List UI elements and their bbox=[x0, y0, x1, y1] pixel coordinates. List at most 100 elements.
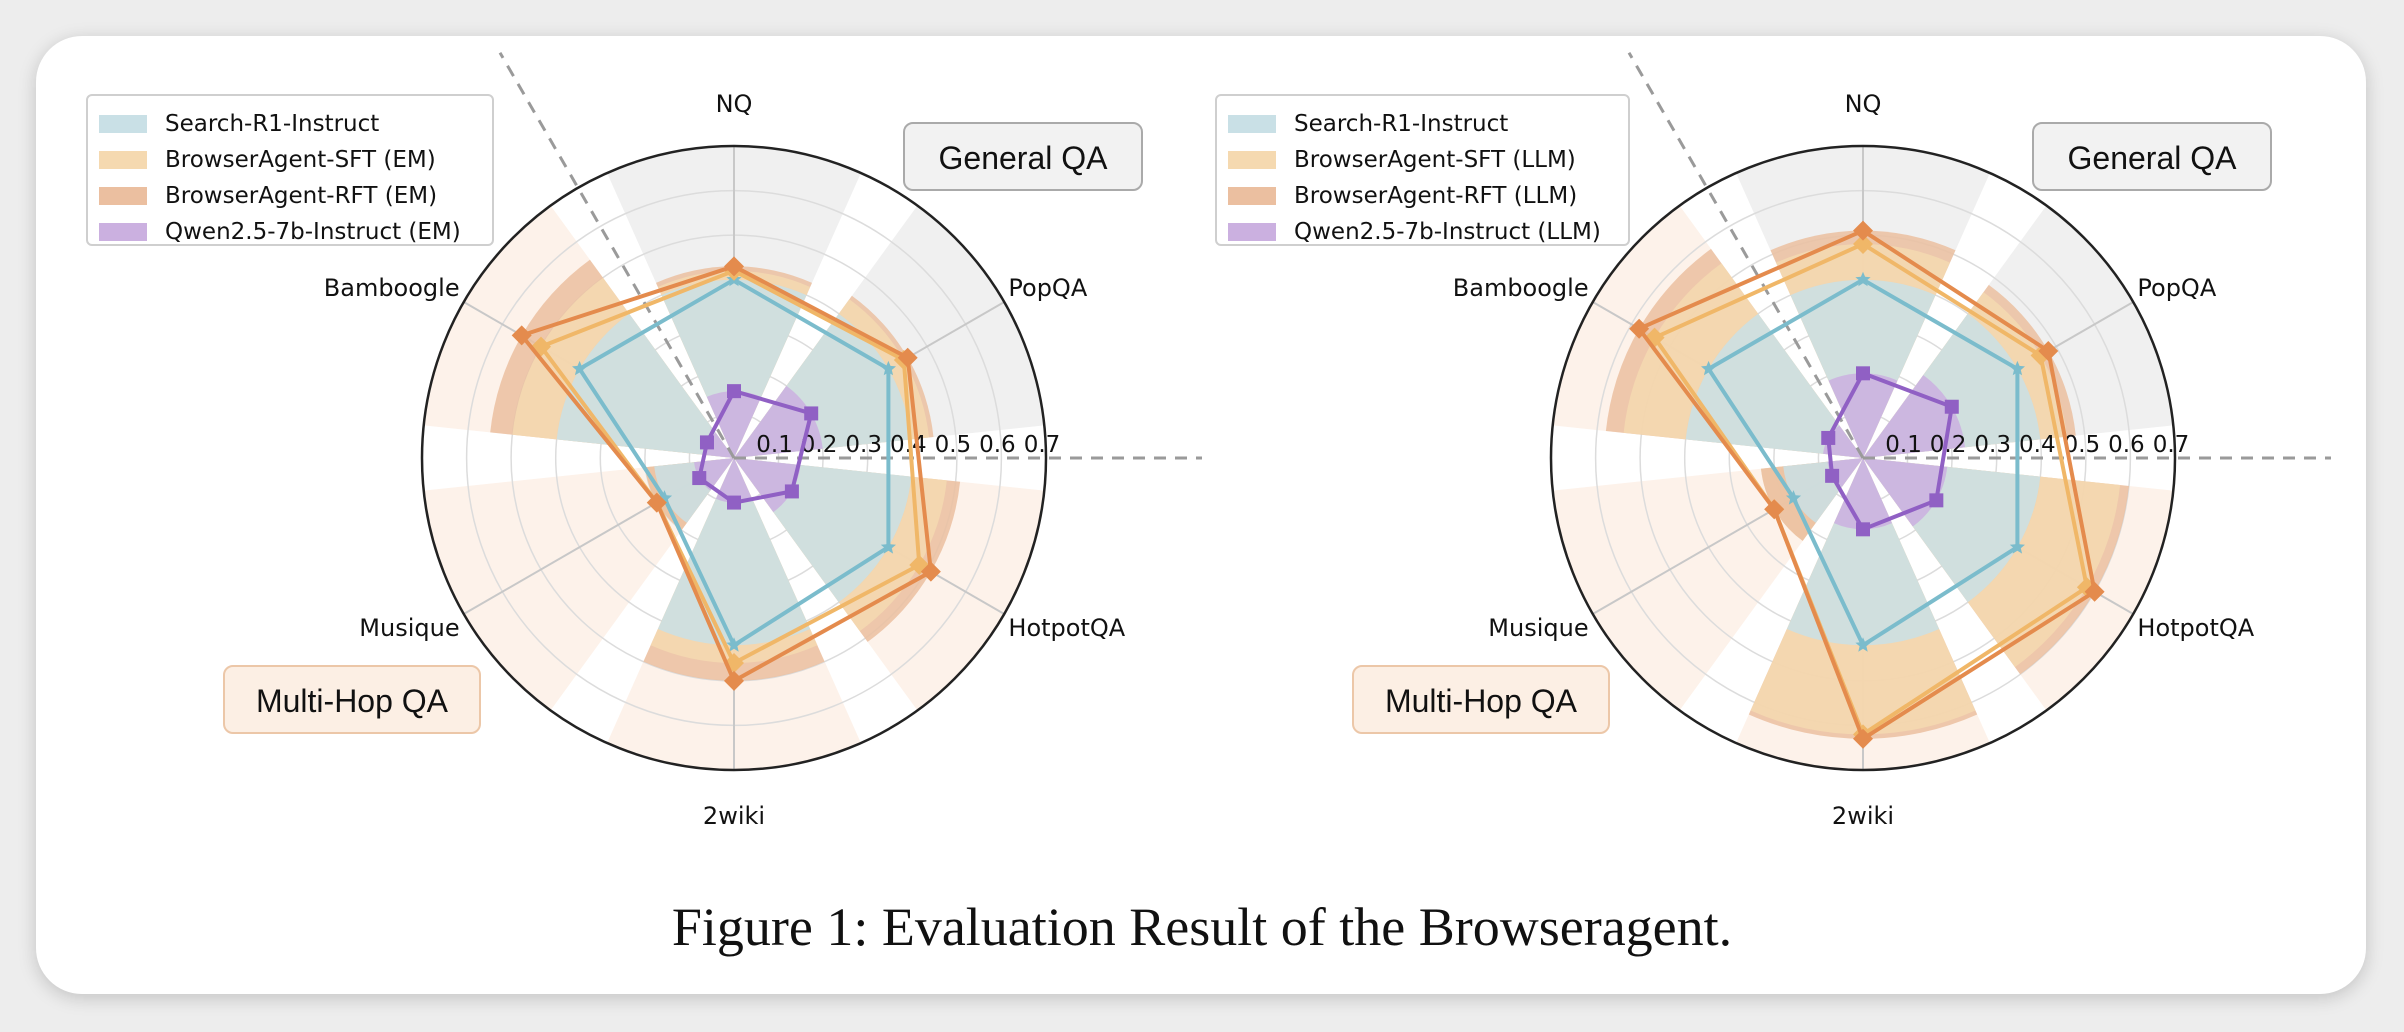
point-browseragent-rft-em-popqa bbox=[897, 347, 918, 368]
series-browseragent-rft-llm bbox=[1629, 220, 2105, 749]
legend-swatch-browseragent-rft-llm bbox=[1228, 187, 1276, 205]
point-qwen2-5-7b-instruct-em-2wiki bbox=[727, 495, 741, 510]
multi-hop-qa-box-frame bbox=[223, 665, 481, 734]
point-search-r1-instruct-bamboogle bbox=[1701, 360, 1717, 376]
group-labels: General QA Multi-Hop QA bbox=[1352, 122, 2272, 734]
point-search-r1-instruct-2wiki bbox=[1855, 637, 1871, 652]
general-qa-box-frame bbox=[903, 122, 1143, 191]
legend-frame bbox=[86, 94, 494, 246]
category-wedge-musique bbox=[423, 458, 734, 711]
general-qa-label: General QA bbox=[2068, 140, 2238, 176]
point-browseragent-rft-llm-popqa bbox=[2038, 341, 2059, 362]
legend: Search-R1-Instruct BrowserAgent-SFT (EM) B… bbox=[86, 94, 494, 246]
bar-qwen2-5-7b-instruct-llm-nq bbox=[1828, 373, 1898, 458]
legend: Search-R1-Instruct BrowserAgent-SFT (LLM)… bbox=[1215, 94, 1630, 246]
point-qwen2-5-7b-instruct-llm-bamboogle bbox=[1821, 430, 1836, 445]
axis-label-hotpotqa: HotpotQA bbox=[1008, 614, 1125, 642]
series-lines bbox=[511, 256, 941, 691]
point-browseragent-rft-em-musique bbox=[646, 492, 667, 513]
legend-label-browseragent-rft-llm: BrowserAgent-RFT (LLM) bbox=[1294, 183, 1577, 209]
multi-hop-qa-box-frame bbox=[1352, 665, 1610, 734]
bar-qwen2-5-7b-instruct-em-popqa bbox=[734, 385, 823, 458]
bar-qwen2-5-7b-instruct-llm-2wiki bbox=[1834, 458, 1892, 530]
radar-chart-em: 0.1 0.2 0.3 0.4 0.5 0.6 0.7NQPopQAHotpotQA2wik… bbox=[86, 51, 1202, 830]
radial-tick-label: 0.7 bbox=[1024, 432, 1061, 458]
point-qwen2-5-7b-instruct-em-musique bbox=[692, 471, 707, 486]
legend-swatch-browseragent-sft-llm bbox=[1228, 151, 1276, 169]
point-qwen2-5-7b-instruct-em-popqa bbox=[804, 406, 819, 421]
axis-labels: NQ PopQA HotpotQA 2wiki Musique Bamboogle bbox=[324, 90, 1126, 830]
point-search-r1-instruct-nq bbox=[1855, 271, 1871, 287]
point-qwen2-5-7b-instruct-llm-2wiki bbox=[1856, 522, 1870, 537]
legend-swatch-browseragent-rft-em bbox=[99, 187, 147, 205]
axis-label-bamboogle: Bamboogle bbox=[1453, 274, 1589, 302]
legend-swatch-browseragent-sft-em bbox=[99, 151, 147, 169]
point-browseragent-rft-em-nq bbox=[724, 256, 744, 277]
axis-label-musique: Musique bbox=[359, 614, 459, 642]
radial-tick-label: 0.3 bbox=[1974, 432, 2011, 458]
radial-tick-label: 0.1 bbox=[1885, 432, 1922, 458]
legend-swatch-qwen2-5-7b-instruct-llm bbox=[1228, 223, 1276, 241]
point-qwen2-5-7b-instruct-em-bamboogle bbox=[699, 435, 714, 450]
bar-search-r1-instruct-bamboogle bbox=[556, 313, 734, 458]
point-search-r1-instruct-musique bbox=[1785, 490, 1802, 505]
outer-circle bbox=[1549, 144, 2177, 772]
general-qa-box: General QA bbox=[2032, 122, 2272, 191]
multi-hop-qa-box: Multi-Hop QA bbox=[1352, 665, 1610, 734]
radial-tick-label: 0.3 bbox=[845, 432, 882, 458]
radial-tick-label: 0.6 bbox=[979, 432, 1016, 458]
point-browseragent-rft-em-hotpotqa bbox=[920, 561, 941, 582]
axis-label-bamboogle: Bamboogle bbox=[324, 274, 460, 302]
legend-label-browseragent-rft-em: BrowserAgent-RFT (EM) bbox=[165, 183, 437, 209]
legend-swatch-qwen2-5-7b-instruct-em bbox=[99, 223, 147, 241]
point-search-r1-instruct-popqa bbox=[880, 360, 896, 376]
point-qwen2-5-7b-instruct-em-nq bbox=[727, 384, 741, 399]
point-browseragent-rft-em-2wiki bbox=[724, 670, 744, 691]
axis-labels: NQ PopQA HotpotQA 2wiki Musique Bamboogle bbox=[1453, 90, 2255, 830]
series-browseragent-rft-em bbox=[511, 256, 941, 691]
series-bars bbox=[490, 259, 961, 681]
point-browseragent-rft-llm-hotpotqa bbox=[2084, 581, 2105, 602]
point-qwen2-5-7b-instruct-llm-nq bbox=[1856, 366, 1870, 381]
bar-qwen2-5-7b-instruct-llm-popqa bbox=[1863, 375, 1965, 458]
point-browseragent-rft-llm-nq bbox=[1853, 220, 1873, 241]
multi-hop-qa-box: Multi-Hop QA bbox=[223, 665, 481, 734]
legend-label-browseragent-sft-em: BrowserAgent-SFT (EM) bbox=[165, 147, 436, 173]
category-separators bbox=[498, 51, 1202, 460]
radial-tick-label: 0.6 bbox=[2108, 432, 2145, 458]
legend-label-qwen2-5-7b-instruct-em: Qwen2.5-7b-Instruct (EM) bbox=[165, 219, 461, 245]
point-qwen2-5-7b-instruct-llm-popqa bbox=[1944, 399, 1959, 414]
point-search-r1-instruct-hotpotqa bbox=[880, 539, 896, 554]
point-qwen2-5-7b-instruct-em-hotpotqa bbox=[784, 484, 799, 499]
general-qa-box: General QA bbox=[903, 122, 1143, 191]
legend-label-browseragent-sft-llm: BrowserAgent-SFT (LLM) bbox=[1294, 147, 1576, 173]
axis-label-hotpotqa: HotpotQA bbox=[2137, 614, 2254, 642]
point-search-r1-instruct-hotpotqa bbox=[2009, 539, 2025, 554]
radial-tick-labels: 0.1 0.2 0.3 0.4 0.5 0.6 0.7 bbox=[756, 432, 1060, 458]
point-qwen2-5-7b-instruct-llm-hotpotqa bbox=[1929, 493, 1944, 508]
radial-tick-label: 0.7 bbox=[2153, 432, 2190, 458]
radar-chart-llm: 0.1 0.2 0.3 0.4 0.5 0.6 0.7NQPopQAHotpotQA2wik… bbox=[1215, 51, 2331, 830]
legend-label-search-r1-instruct: Search-R1-Instruct bbox=[165, 111, 379, 137]
point-qwen2-5-7b-instruct-llm-musique bbox=[1825, 468, 1840, 483]
general-qa-label: General QA bbox=[939, 140, 1109, 176]
group-labels: General QA Multi-Hop QA bbox=[223, 122, 1143, 734]
legend-swatch-search-r1-instruct bbox=[1228, 115, 1276, 133]
axis-label-popqa: PopQA bbox=[1008, 274, 1087, 302]
axis-label-2wiki: 2wiki bbox=[703, 802, 765, 830]
multi-hop-qa-label: Multi-Hop QA bbox=[1385, 683, 1578, 719]
radial-tick-label: 0.4 bbox=[2019, 432, 2056, 458]
point-browseragent-sft-llm-popqa bbox=[2030, 345, 2051, 366]
legend-label-search-r1-instruct: Search-R1-Instruct bbox=[1294, 111, 1508, 137]
bar-qwen2-5-7b-instruct-em-hotpotqa bbox=[734, 458, 801, 513]
point-browseragent-rft-em-bamboogle bbox=[511, 325, 532, 346]
separator-line-2 bbox=[1627, 51, 1865, 459]
bar-qwen2-5-7b-instruct-em-2wiki bbox=[715, 458, 753, 503]
bar-qwen2-5-7b-instruct-em-nq bbox=[706, 391, 762, 458]
axis-label-nq: NQ bbox=[1845, 90, 1882, 118]
outer-circle bbox=[420, 144, 1048, 772]
radial-tick-label: 0.1 bbox=[756, 432, 793, 458]
bar-qwen2-5-7b-instruct-llm-hotpotqa bbox=[1863, 458, 1948, 527]
radial-tick-label: 0.5 bbox=[935, 432, 972, 458]
bar-search-r1-instruct-2wiki bbox=[657, 458, 811, 646]
